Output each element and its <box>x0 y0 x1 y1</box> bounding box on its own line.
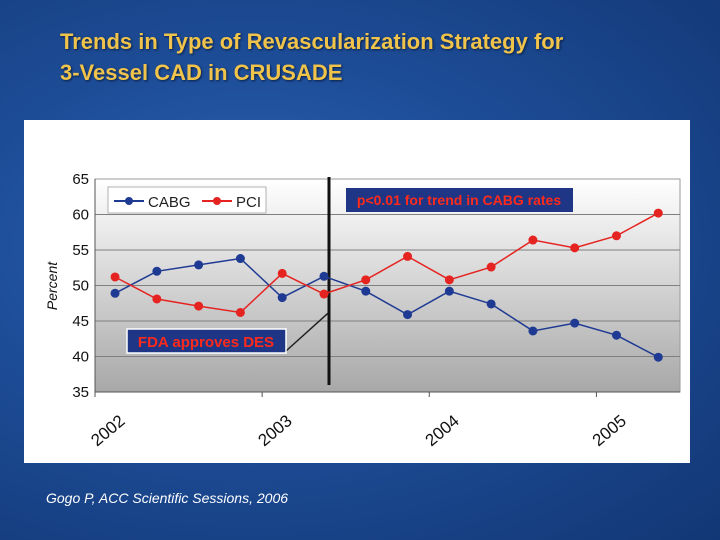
data-point-cabg <box>152 266 162 276</box>
y-tick-label: 55 <box>72 242 89 259</box>
data-point-pci <box>277 268 287 278</box>
data-point-cabg <box>653 352 663 362</box>
data-point-cabg <box>570 318 580 328</box>
legend-pci-marker <box>213 197 221 205</box>
data-point-cabg <box>361 286 371 296</box>
data-point-cabg <box>194 260 204 270</box>
fda-annotation-box <box>126 328 287 354</box>
slide-title-line-1: Trends in Type of Revascularization Stra… <box>60 29 564 54</box>
data-point-cabg <box>486 299 496 309</box>
slide-title-line-2: 3-Vessel CAD in CRUSADE <box>60 60 343 85</box>
data-point-pci <box>486 262 496 272</box>
series-line-cabg <box>114 257 659 358</box>
data-point-pci <box>152 294 162 304</box>
data-point-cabg <box>319 271 329 281</box>
x-tick-label: 2004 <box>422 411 463 450</box>
data-point-pci <box>528 235 538 245</box>
legend-cabg-label: CABG <box>148 194 191 211</box>
data-point-cabg <box>235 254 245 264</box>
data-point-pci <box>611 231 621 241</box>
data-point-pci <box>653 208 663 218</box>
data-point-pci <box>319 289 329 299</box>
trend-annotation-box <box>346 188 573 212</box>
y-tick-label: 60 <box>72 207 89 224</box>
y-tick-label: 45 <box>72 313 89 330</box>
data-point-pci <box>361 275 371 285</box>
fda-annotation: FDA approves DES <box>126 312 329 354</box>
legend-cabg-marker <box>125 197 133 205</box>
data-point-cabg <box>444 286 454 296</box>
y-tick-label: 65 <box>72 171 89 188</box>
data-point-cabg <box>110 288 120 298</box>
line-chart: 35 40 45 50 55 60 65 2002 2003 2004 2005 CABG PCI… <box>44 171 681 450</box>
y-tick-label: 50 <box>72 278 89 295</box>
x-tick-label: 2005 <box>589 411 630 450</box>
fda-annotation-arrow <box>285 312 329 352</box>
fda-annotation-text: FDA approves DES <box>138 334 274 351</box>
y-tick-label: 40 <box>72 349 89 366</box>
x-tick-label: 2002 <box>87 411 128 450</box>
data-point-pci <box>110 272 120 282</box>
trend-annotation-text: p<0.01 for trend in CABG rates <box>357 192 561 208</box>
series-line-pci <box>114 212 659 314</box>
data-point-cabg <box>528 326 538 336</box>
data-point-pci <box>194 301 204 311</box>
trend-annotation: p<0.01 for trend in CABG rates <box>346 188 573 212</box>
y-tick-label: 35 <box>72 384 89 401</box>
data-point-pci <box>444 275 454 285</box>
y-axis-label: Percent <box>44 261 60 310</box>
data-point-cabg <box>277 293 287 303</box>
slide-title: Trends in Type of Revascularization Stra… <box>60 26 700 88</box>
data-point-pci <box>403 251 413 261</box>
x-tick-label: 2003 <box>255 411 296 450</box>
data-point-pci <box>235 307 245 317</box>
data-point-cabg <box>403 310 413 320</box>
legend: CABG PCI <box>107 186 267 214</box>
citation: Gogo P, ACC Scientific Sessions, 2006 <box>46 490 289 506</box>
legend-pci-label: PCI <box>236 194 261 211</box>
data-point-pci <box>570 243 580 253</box>
data-point-cabg <box>611 330 621 340</box>
chart-panel: 35 40 45 50 55 60 65 2002 2003 2004 2005 CABG PCI… <box>24 120 690 463</box>
